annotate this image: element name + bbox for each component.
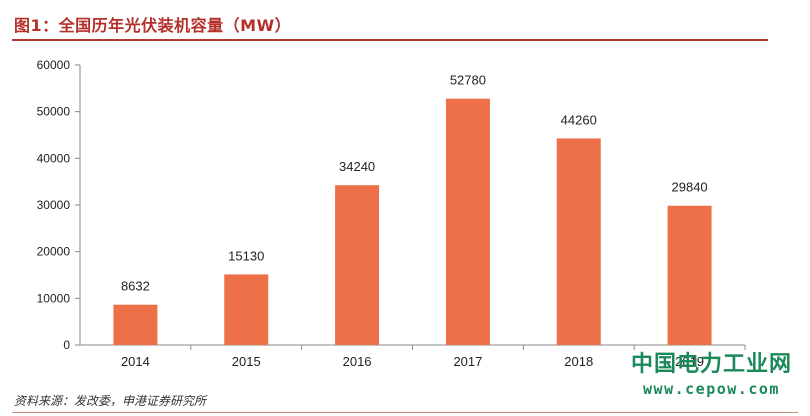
- watermark: 中国电力工业网 www.cepow.com: [631, 346, 792, 398]
- data-label-2014: 8632: [121, 279, 150, 294]
- y-tick-label: 20000: [37, 245, 71, 259]
- bar-2018: [556, 138, 601, 345]
- footer-divider: [12, 412, 798, 413]
- title-divider: [12, 39, 768, 41]
- data-label-2018: 44260: [561, 112, 597, 127]
- data-label-2016: 34240: [339, 159, 375, 174]
- bar-2017: [445, 98, 490, 346]
- data-label-2015: 15130: [228, 248, 264, 263]
- x-tick-label-2018: 2018: [564, 354, 593, 369]
- data-label-2017: 52780: [450, 73, 486, 88]
- x-tick-label-2016: 2016: [343, 354, 372, 369]
- x-tick-label-2014: 2014: [121, 354, 150, 369]
- y-tick-label: 0: [63, 338, 70, 352]
- y-tick-label: 30000: [37, 198, 71, 212]
- bar-2019: [667, 205, 712, 345]
- source-note: 资料来源：发改委，申港证券研究所: [14, 394, 207, 408]
- bar-2016: [335, 185, 380, 345]
- x-tick-label-2015: 2015: [232, 354, 261, 369]
- y-tick-label: 50000: [37, 105, 71, 119]
- y-tick-label: 40000: [37, 151, 71, 165]
- y-tick-label: 60000: [37, 58, 71, 72]
- bar-2015: [224, 274, 269, 345]
- y-tick-label: 10000: [37, 291, 71, 305]
- data-label-2019: 29840: [672, 180, 708, 195]
- bar-2014: [113, 304, 158, 345]
- chart-title: 图1：全国历年光伏装机容量（MW）: [14, 16, 292, 35]
- x-tick-label-2017: 2017: [453, 354, 482, 369]
- watermark-name: 中国电力工业网: [630, 352, 792, 377]
- x-tick-label-2019: 2019: [675, 354, 704, 369]
- watermark-url: www.cepow.com: [643, 380, 780, 398]
